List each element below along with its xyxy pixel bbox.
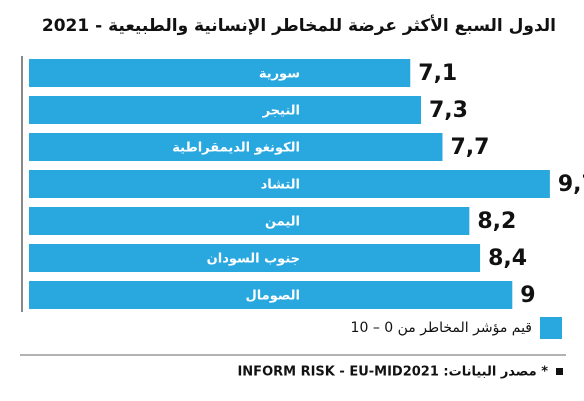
bar xyxy=(29,244,481,272)
legend-swatch xyxy=(540,317,562,339)
value-label: 7,1 xyxy=(418,61,457,86)
value-label: 7,3 xyxy=(429,98,468,123)
bar xyxy=(29,281,513,309)
bar xyxy=(29,96,422,124)
chart-title: الدول السبع الأكثر عرضة للمخاطر الإنساني… xyxy=(42,15,556,36)
category-label: سورية xyxy=(259,67,300,82)
bar xyxy=(29,170,550,198)
source: * مصدر البيانات: INFORM RISK - EU-MID202… xyxy=(237,365,548,380)
category-label: النيجر xyxy=(262,104,300,119)
value-label: 8,2 xyxy=(477,209,516,234)
value-label: 8,4 xyxy=(488,246,527,271)
category-label: التشاد xyxy=(261,178,300,193)
source-marker xyxy=(556,368,563,375)
value-label: 9,7 xyxy=(558,172,584,197)
bar xyxy=(29,59,411,87)
legend-label: قيم مؤشر المخاطر من 0 – 10 xyxy=(351,320,532,336)
category-label: اليمن xyxy=(265,215,300,230)
category-label: الكونغو الديمقراطية xyxy=(172,141,300,156)
value-label: 7,7 xyxy=(450,135,489,160)
category-label: جنوب السودان xyxy=(207,252,300,267)
bar xyxy=(29,133,443,161)
value-label: 9 xyxy=(520,283,535,308)
category-label: الصومال xyxy=(245,289,300,304)
bar xyxy=(29,207,470,235)
